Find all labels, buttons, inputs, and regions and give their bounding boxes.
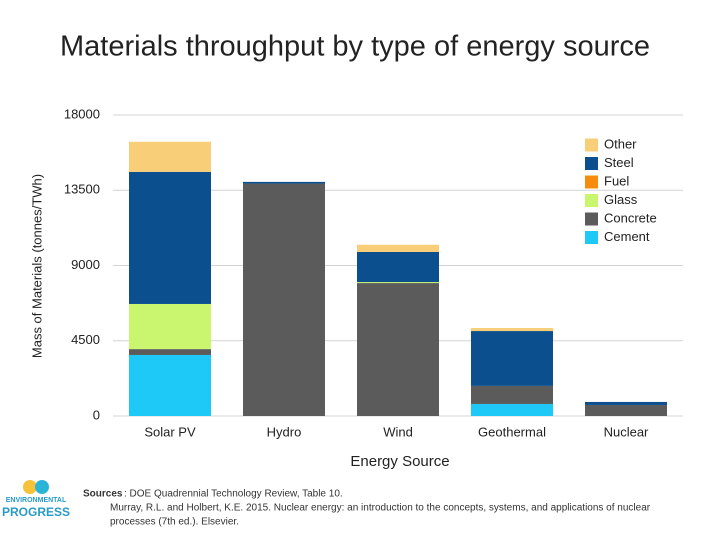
bar-segment	[357, 283, 439, 416]
bar-segment	[129, 171, 211, 304]
legend-swatch	[585, 231, 598, 244]
logo-text: PROGRESS	[2, 505, 70, 519]
y-tick-label: 0	[93, 407, 100, 422]
bar-segment	[357, 251, 439, 283]
legend-label: Cement	[604, 229, 650, 244]
source: processes (7th ed.). Elsevier.	[110, 517, 239, 528]
y-tick-label: 4500	[71, 332, 100, 347]
legend-swatch	[585, 138, 598, 152]
source: : DOE Quadrennial Technology Review, Tab…	[124, 489, 343, 500]
sources-label: Sources	[83, 489, 123, 500]
legend-swatch	[585, 157, 598, 170]
bar-segment	[129, 349, 211, 355]
x-tick-label: Solar PV	[144, 424, 196, 439]
legend-label: Concrete	[604, 210, 657, 225]
legend-swatch	[585, 175, 598, 189]
legend-label: Steel	[604, 155, 634, 170]
y-tick-label: 13500	[64, 182, 100, 197]
bar-segment	[585, 404, 667, 416]
legend-label: Other	[604, 136, 637, 151]
bar-segment	[357, 282, 439, 284]
x-axis-title: Energy Source	[350, 453, 449, 470]
y-tick-label: 9000	[71, 257, 100, 272]
logo: ENVIRONMENTAL PROGRESS	[2, 480, 70, 519]
bar-segment	[471, 331, 553, 386]
y-tick-label: 18000	[64, 106, 100, 121]
y-axis-title: Mass of Materials (tonnes/TWh)	[29, 174, 44, 358]
logo-icon	[23, 480, 37, 494]
source: Murray, R.L. and Holbert, K.E. 2015. Nuc…	[110, 503, 651, 514]
x-tick-label: Hydro	[267, 424, 302, 439]
logo-icon	[35, 480, 49, 494]
bar-segment	[129, 354, 211, 416]
legend-label: Fuel	[604, 173, 629, 188]
bar-segment	[129, 303, 211, 350]
x-tick-label: Wind	[383, 424, 413, 439]
bar-segment	[585, 401, 667, 405]
legend-swatch	[585, 194, 598, 207]
bar-segment	[129, 141, 211, 172]
bar-segment	[243, 183, 325, 416]
chart-title: Materials throughput by type of energy s…	[60, 31, 650, 63]
x-tick-label: Geothermal	[478, 424, 546, 439]
bar-segment	[471, 403, 553, 416]
bar-segment	[243, 181, 325, 184]
legend-label: Glass	[604, 192, 638, 207]
bar-segment	[471, 385, 553, 404]
legend-swatch	[585, 212, 598, 226]
bar-segment	[357, 244, 439, 252]
x-tick-label: Nuclear	[604, 424, 649, 439]
bar-segment	[471, 328, 553, 332]
logo-text: ENVIRONMENTAL	[6, 497, 67, 504]
